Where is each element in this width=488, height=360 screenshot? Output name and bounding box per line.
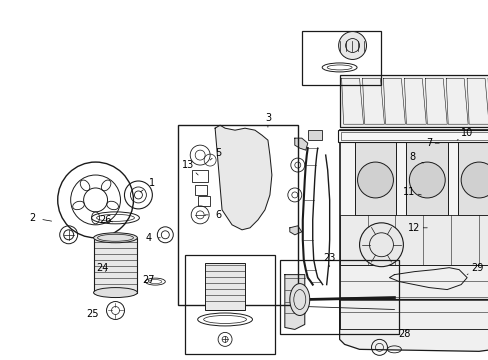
Bar — [337, 130, 488, 142]
Text: 17: 17 — [0, 359, 1, 360]
Polygon shape — [388, 268, 466, 289]
Bar — [93, 238, 137, 293]
Bar — [185, 255, 274, 354]
Text: 32: 32 — [0, 359, 1, 360]
Text: 28: 28 — [397, 329, 410, 339]
Text: 29: 29 — [466, 263, 482, 275]
Text: 1: 1 — [140, 178, 155, 192]
Circle shape — [357, 162, 393, 198]
Text: 9: 9 — [0, 359, 1, 360]
Text: 15: 15 — [0, 359, 1, 360]
Text: 31: 31 — [0, 359, 1, 360]
Bar — [406, 140, 447, 215]
Text: 20: 20 — [0, 359, 1, 360]
Bar — [205, 263, 244, 310]
Bar — [339, 75, 488, 127]
Text: 6: 6 — [205, 210, 221, 220]
Text: 2: 2 — [30, 213, 52, 223]
Bar — [457, 140, 488, 215]
Ellipse shape — [93, 233, 137, 243]
Text: 33: 33 — [0, 359, 1, 360]
Polygon shape — [215, 125, 271, 230]
Text: 10: 10 — [456, 128, 472, 140]
Text: 4: 4 — [145, 233, 160, 243]
Text: 7: 7 — [425, 138, 438, 148]
Text: 14: 14 — [0, 359, 1, 360]
Text: 21: 21 — [0, 359, 1, 360]
Bar — [307, 130, 321, 140]
Text: 26: 26 — [99, 215, 112, 225]
Text: 25: 25 — [86, 310, 99, 319]
Polygon shape — [289, 226, 301, 235]
Polygon shape — [285, 275, 304, 329]
Text: 16: 16 — [0, 359, 1, 360]
Polygon shape — [339, 300, 488, 351]
Text: 11: 11 — [403, 187, 421, 197]
Bar — [195, 185, 207, 195]
Ellipse shape — [289, 284, 309, 315]
Text: 23: 23 — [323, 253, 335, 267]
Ellipse shape — [93, 288, 137, 298]
Text: 30: 30 — [0, 359, 1, 360]
Text: 27: 27 — [142, 275, 154, 285]
Polygon shape — [294, 138, 307, 150]
Bar — [198, 196, 210, 206]
Text: 5: 5 — [210, 148, 221, 160]
Text: 13: 13 — [182, 160, 198, 175]
Bar — [339, 265, 488, 329]
Text: 8: 8 — [408, 152, 423, 163]
Bar — [354, 140, 396, 215]
Text: 3: 3 — [264, 113, 270, 127]
Circle shape — [408, 162, 444, 198]
Circle shape — [359, 223, 403, 267]
Text: 22: 22 — [0, 359, 1, 360]
Text: 18: 18 — [0, 359, 1, 360]
Bar — [339, 215, 488, 265]
Bar — [192, 170, 208, 182]
Text: 19: 19 — [0, 359, 1, 360]
Circle shape — [338, 32, 366, 59]
Bar — [340, 132, 488, 140]
Text: 24: 24 — [96, 263, 108, 273]
Bar — [301, 31, 381, 85]
Text: 12: 12 — [407, 223, 427, 233]
Circle shape — [460, 162, 488, 198]
Bar — [279, 260, 399, 334]
Bar — [178, 125, 297, 305]
Bar — [339, 130, 488, 329]
